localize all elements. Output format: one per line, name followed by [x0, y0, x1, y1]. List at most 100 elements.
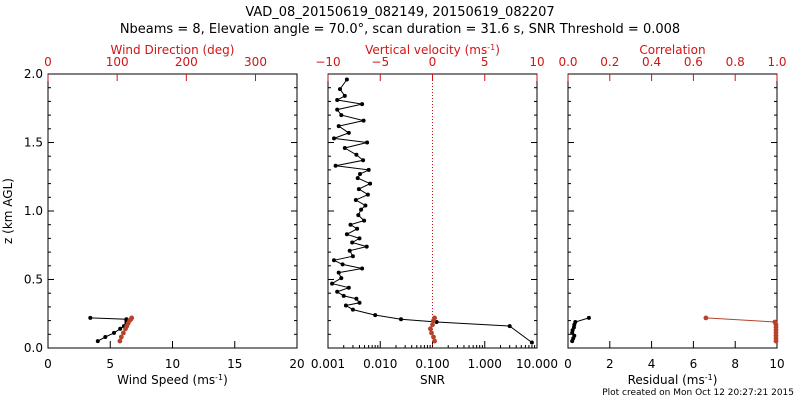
data-point-wind-speed: [95, 339, 100, 344]
bottom-tick-label-residual: 2: [606, 357, 614, 371]
top-tick-label-residual: 0.4: [642, 55, 661, 69]
data-point-snr: [341, 293, 346, 298]
data-point-vertical-velocity: [428, 326, 433, 332]
data-point-snr: [330, 281, 335, 286]
bottom-tick-label-wind: 20: [289, 357, 304, 371]
data-point-residual: [572, 333, 577, 338]
data-point-snr: [358, 172, 362, 176]
data-point-snr: [350, 240, 355, 245]
bottom-tick-label-snr: 0.100: [415, 357, 449, 371]
bottom-tick-label-wind: 5: [106, 357, 114, 371]
data-point-snr: [339, 276, 344, 281]
top-tick-label-wind: 200: [175, 55, 198, 69]
data-point-snr: [343, 303, 348, 308]
data-point-wind-speed: [88, 315, 93, 320]
top-tick-label-residual: 0.6: [684, 55, 703, 69]
top-axis-label-residual: Correlation: [639, 43, 705, 57]
data-point-snr: [361, 118, 366, 123]
plot-frame-residual: [567, 73, 778, 349]
data-point-vertical-velocity: [430, 322, 435, 328]
y-tick-label: 1.0: [24, 204, 43, 218]
data-point-snr: [346, 285, 351, 290]
data-point-snr: [342, 93, 347, 98]
data-point-snr: [350, 254, 355, 259]
data-point-vertical-velocity: [432, 315, 437, 321]
top-tick-label-wind: 100: [106, 55, 129, 69]
bottom-axis-label-wind: Wind Speed (ms-1): [117, 373, 228, 388]
data-point-snr: [335, 289, 340, 294]
top-tick-label-wind: 0: [44, 55, 52, 69]
y-tick-label: 0.5: [24, 273, 43, 287]
top-tick-label-snr: −10: [315, 55, 340, 69]
data-point-snr: [335, 107, 340, 112]
data-point-snr: [348, 222, 353, 227]
top-tick-label-residual: 0.0: [558, 55, 577, 69]
data-point-snr: [366, 167, 371, 172]
bottom-tick-label-residual: 0: [564, 357, 572, 371]
data-point-snr: [399, 317, 403, 322]
data-point-snr: [338, 87, 342, 92]
data-point-correlation: [772, 319, 778, 325]
bottom-axis-label-snr: SNR: [420, 373, 445, 387]
data-point-snr: [368, 181, 373, 186]
bottom-tick-label-residual: 10: [769, 357, 784, 371]
bottom-tick-label-snr: 0.010: [363, 357, 397, 371]
data-point-snr: [340, 262, 345, 267]
top-tick-label-snr: 0: [429, 55, 437, 69]
data-point-residual: [586, 315, 591, 320]
top-axis-label-wind: Wind Direction (deg): [111, 43, 235, 57]
data-point-snr: [354, 152, 359, 157]
bottom-tick-label-snr: 1.000: [468, 357, 502, 371]
data-point-residual: [573, 320, 578, 324]
data-point-snr: [336, 124, 341, 129]
data-point-snr: [347, 248, 352, 253]
top-tick-label-residual: 1.0: [767, 55, 786, 69]
data-point-snr: [356, 213, 361, 218]
data-point-vertical-velocity: [431, 334, 436, 340]
series-line-correlation: [705, 317, 777, 342]
data-point-wind-speed: [112, 330, 116, 335]
y-tick-label: 0.0: [24, 341, 43, 355]
bottom-tick-label-snr: 0.001: [311, 357, 345, 371]
data-point-snr: [355, 176, 360, 181]
data-point-snr: [365, 140, 370, 145]
data-point-wind-speed: [118, 326, 123, 331]
data-point-snr: [357, 236, 362, 241]
plot-frame-snr: [327, 73, 538, 349]
chart-title-line1: VAD_08_20150619_082149, 20150619_082207: [245, 5, 555, 20]
data-point-snr: [333, 163, 338, 168]
data-point-snr: [507, 324, 512, 329]
bottom-tick-label-residual: 6: [690, 357, 698, 371]
bottom-tick-label-residual: 4: [648, 357, 656, 371]
data-point-snr: [335, 98, 340, 102]
plot-credit: Plot created on Mon Oct 12 20:27:21 2015: [602, 388, 794, 398]
data-point-snr: [354, 296, 359, 301]
y-axis-label: z (km AGL): [1, 178, 15, 244]
data-point-snr: [529, 340, 534, 345]
top-tick-label-residual: 0.2: [600, 55, 619, 69]
data-point-vertical-velocity: [429, 330, 434, 336]
bottom-axis-label-residual: Residual (ms-1): [628, 373, 718, 388]
data-point-snr: [356, 187, 361, 192]
data-point-snr: [336, 270, 341, 275]
data-point-snr: [350, 307, 355, 312]
data-point-snr: [361, 158, 366, 163]
bottom-tick-label-residual: 8: [731, 357, 739, 371]
data-point-snr: [362, 218, 367, 223]
bottom-tick-label-wind: 10: [165, 357, 180, 371]
data-point-snr: [363, 203, 368, 208]
data-point-snr: [359, 207, 364, 212]
data-point-wind-direction: [117, 338, 123, 344]
data-point-snr: [373, 313, 378, 318]
data-point-snr: [342, 146, 347, 150]
bottom-tick-label-wind: 15: [227, 357, 242, 371]
data-point-snr: [357, 300, 362, 305]
chart-title-line2: Nbeams = 8, Elevation angle = 70.0°, sca…: [119, 22, 681, 37]
data-point-snr: [332, 258, 336, 263]
data-point-wind-direction: [121, 330, 126, 336]
top-tick-label-wind: 300: [244, 55, 267, 69]
data-point-wind-direction: [118, 334, 124, 340]
bottom-tick-label-wind: 0: [44, 357, 52, 371]
top-tick-label-snr: 5: [481, 55, 489, 69]
